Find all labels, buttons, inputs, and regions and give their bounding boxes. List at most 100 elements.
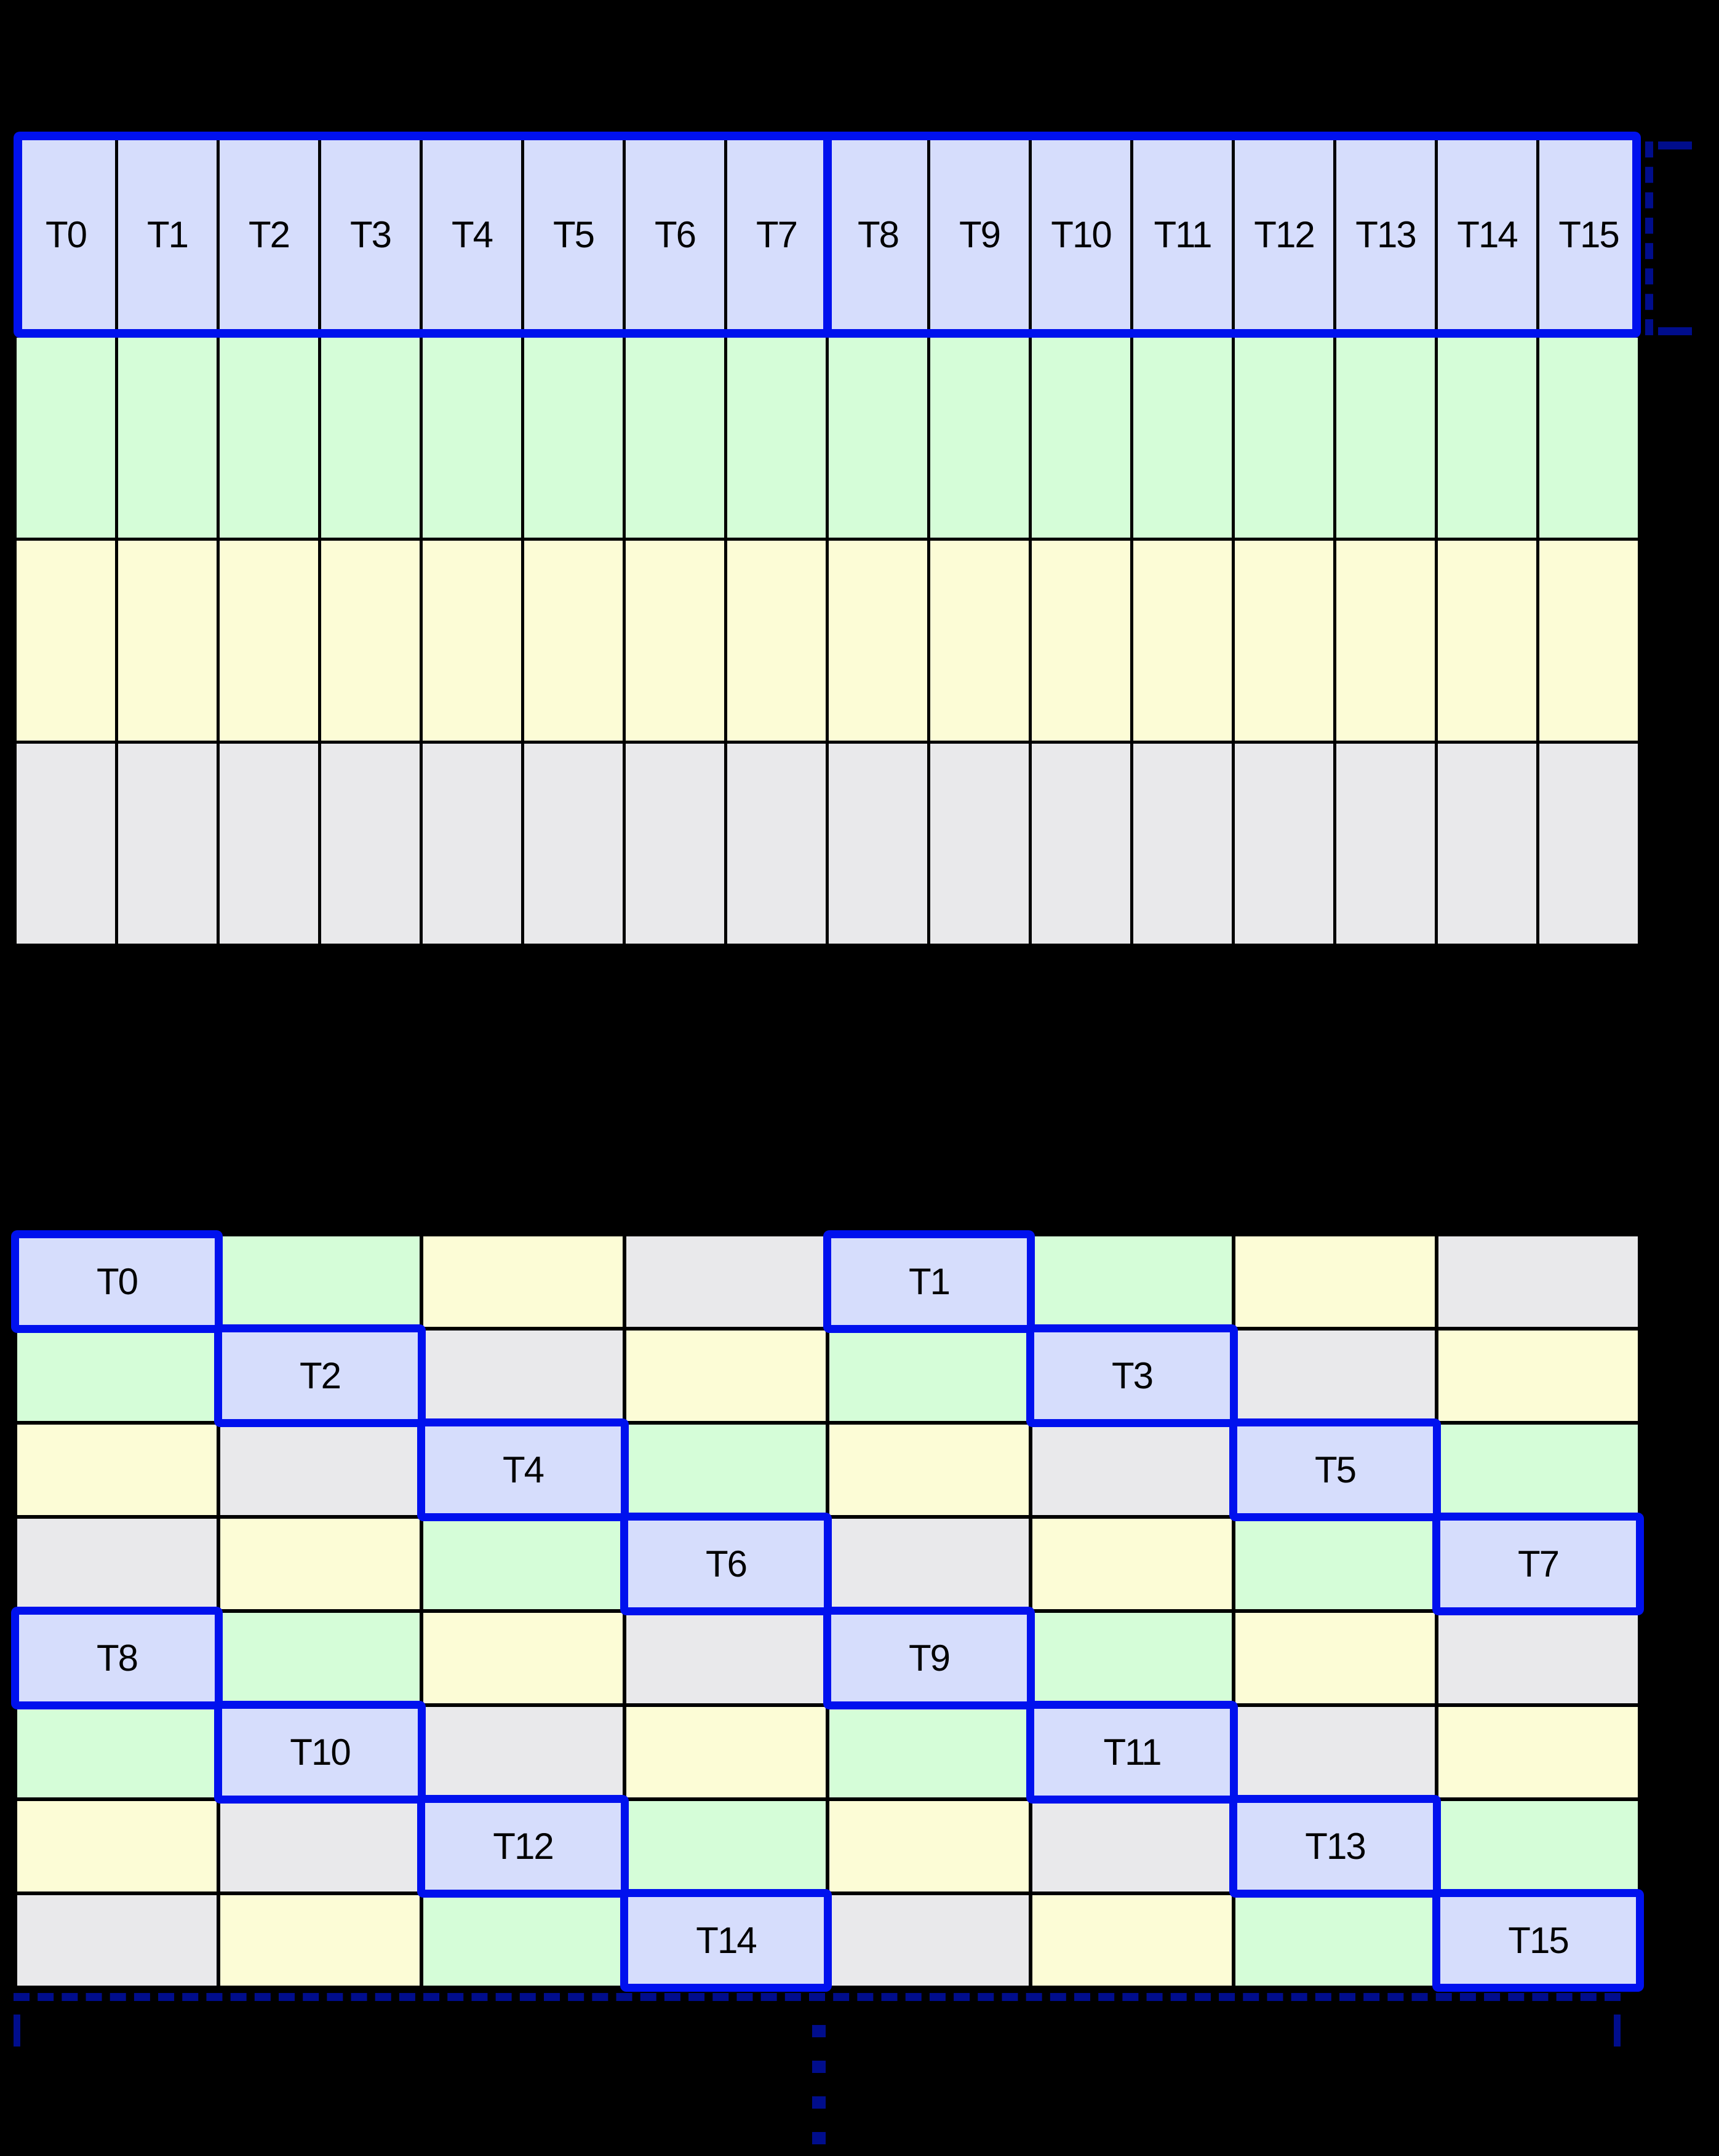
- memory-cell: [423, 541, 521, 741]
- bank-cell: [423, 1519, 623, 1609]
- bank-cell: [1235, 1613, 1435, 1703]
- bank-cell: [220, 1613, 420, 1703]
- bank-cell: [17, 1707, 217, 1797]
- thread-cell-outline: [620, 1889, 832, 1992]
- memory-cell: [1336, 744, 1435, 944]
- thread-cell-outline: [417, 1795, 629, 1898]
- swizzled-thread-cell: T0: [11, 1230, 223, 1333]
- bank-cell: [1032, 1425, 1232, 1515]
- bank-cell: [1032, 1613, 1232, 1703]
- thread-cell-outline: [214, 1701, 426, 1804]
- memory-cell: [1235, 338, 1333, 538]
- bank-cell: [1438, 1236, 1638, 1327]
- swizzled-thread-cell: T4: [417, 1418, 629, 1521]
- memory-cell: [17, 541, 115, 741]
- thread-cell-outline: [214, 1324, 426, 1427]
- thread-cell-outline: [1026, 1701, 1238, 1804]
- bank-cell: [423, 1331, 623, 1421]
- continuation-dot: [812, 2025, 826, 2037]
- thread-cell: T5: [524, 135, 623, 335]
- bank-cell: [17, 1425, 217, 1515]
- bank-cell: [1032, 1801, 1232, 1891]
- bank-span-bracket: [14, 1993, 1621, 2047]
- memory-cell: [1539, 541, 1638, 741]
- bank-cell: [626, 1331, 826, 1421]
- memory-cell: [321, 744, 420, 944]
- thread-cell: T0: [17, 135, 115, 335]
- thread-cell: T6: [626, 135, 724, 335]
- memory-cell: [220, 541, 318, 741]
- thread-cell-outline: [11, 1230, 223, 1333]
- continuation-dot: [812, 2096, 826, 2109]
- thread-cell-outline: [11, 1607, 223, 1709]
- memory-cell: [1133, 541, 1232, 741]
- memory-cell: [1539, 338, 1638, 538]
- memory-cell: [1438, 744, 1536, 944]
- bank-cell: [829, 1331, 1029, 1421]
- memory-cell: [1235, 541, 1333, 741]
- memory-cell: [626, 541, 724, 741]
- row-span-bracket: [1645, 141, 1692, 335]
- memory-cell: [1438, 541, 1536, 741]
- bank-cell: [1032, 1236, 1232, 1327]
- bank-cell: [423, 1895, 623, 1986]
- bank-cell: [1438, 1707, 1638, 1797]
- bank-cell: [1438, 1613, 1638, 1703]
- bank-cell: [829, 1425, 1029, 1515]
- bank-cell: [17, 1801, 217, 1891]
- thread-cell-outline: [1229, 1418, 1441, 1521]
- thread-cell-outline: [1229, 1795, 1441, 1898]
- bank-cell: [626, 1613, 826, 1703]
- bank-cell: [829, 1801, 1029, 1891]
- memory-cell: [930, 338, 1029, 538]
- bank-cell: [17, 1331, 217, 1421]
- swizzled-grid: T0 T1 T2 T3 T4 T5 T6 T7 T8 T9 T10 T11 T12 T13 T14 T15: [11, 1230, 1644, 1992]
- bank-cell: [220, 1519, 420, 1609]
- memory-cell: [626, 338, 724, 538]
- continuation-dot: [812, 2061, 826, 2073]
- memory-cell: [626, 744, 724, 944]
- bank-cell: [1235, 1236, 1435, 1327]
- bank-cell: [626, 1707, 826, 1797]
- bank-cell: [626, 1425, 826, 1515]
- thread-cell: T13: [1336, 135, 1435, 335]
- continuation-ellipsis: [812, 2025, 826, 2144]
- memory-cell: [423, 744, 521, 944]
- bank-cell: [829, 1707, 1029, 1797]
- memory-cell: [118, 744, 217, 944]
- bank-cell: [423, 1613, 623, 1703]
- thread-cell: T11: [1133, 135, 1232, 335]
- memory-cell: [727, 541, 826, 741]
- bank-cell: [1438, 1425, 1638, 1515]
- memory-cell: [1336, 541, 1435, 741]
- bank-cell: [626, 1801, 826, 1891]
- memory-cell: [1032, 338, 1130, 538]
- bracket-tick-right: [1614, 2015, 1621, 2047]
- memory-cell: [1032, 541, 1130, 741]
- bracket-arm-top: [1658, 141, 1692, 149]
- bank-cell: [1235, 1331, 1435, 1421]
- memory-cell: [524, 338, 623, 538]
- thread-cell-outline: [1432, 1889, 1644, 1992]
- memory-cell: [118, 338, 217, 538]
- bank-cell: [1235, 1707, 1435, 1797]
- bank-cell: [17, 1895, 217, 1986]
- bank-cell: [1032, 1895, 1232, 1986]
- memory-cell: [930, 744, 1029, 944]
- thread-cell-outline: [620, 1513, 832, 1615]
- memory-cell: [423, 338, 521, 538]
- memory-cell: [321, 338, 420, 538]
- swizzled-thread-cell: T11: [1026, 1701, 1238, 1804]
- swizzled-thread-cell: T6: [620, 1513, 832, 1615]
- row-major-grid: T0 T1 T2 T3 T4 T5 T6 T7 T8 T9 T10 T11 T12 T13 T14 T15: [14, 132, 1641, 947]
- memory-cell: [1133, 744, 1232, 944]
- swizzled-thread-cell: T12: [417, 1795, 629, 1898]
- memory-cell: [1133, 338, 1232, 538]
- swizzled-thread-cell: T7: [1432, 1513, 1644, 1615]
- bracket-arm-bottom: [1658, 327, 1692, 335]
- bank-cell: [1032, 1519, 1232, 1609]
- thread-cell: T10: [1032, 135, 1130, 335]
- thread-cell: T9: [930, 135, 1029, 335]
- thread-cell: T3: [321, 135, 420, 335]
